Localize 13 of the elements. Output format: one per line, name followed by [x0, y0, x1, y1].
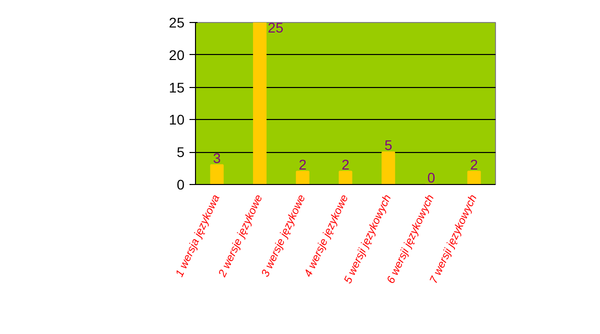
data-label: 2	[342, 156, 350, 173]
y-tick-label: 20	[168, 46, 185, 63]
data-label: 2	[298, 156, 307, 173]
y-tick-label: 0	[176, 176, 185, 192]
data-label: 0	[427, 170, 436, 186]
data-label: 25	[268, 20, 284, 36]
y-tick-label: 5	[176, 144, 185, 160]
data-label: 5	[384, 137, 392, 154]
data-label: 3	[213, 150, 222, 166]
y-tick-label: 25	[168, 14, 185, 30]
data-label: 2	[470, 156, 478, 173]
y-tick-label: 10	[168, 112, 185, 128]
y-tick-label: 15	[168, 79, 185, 96]
